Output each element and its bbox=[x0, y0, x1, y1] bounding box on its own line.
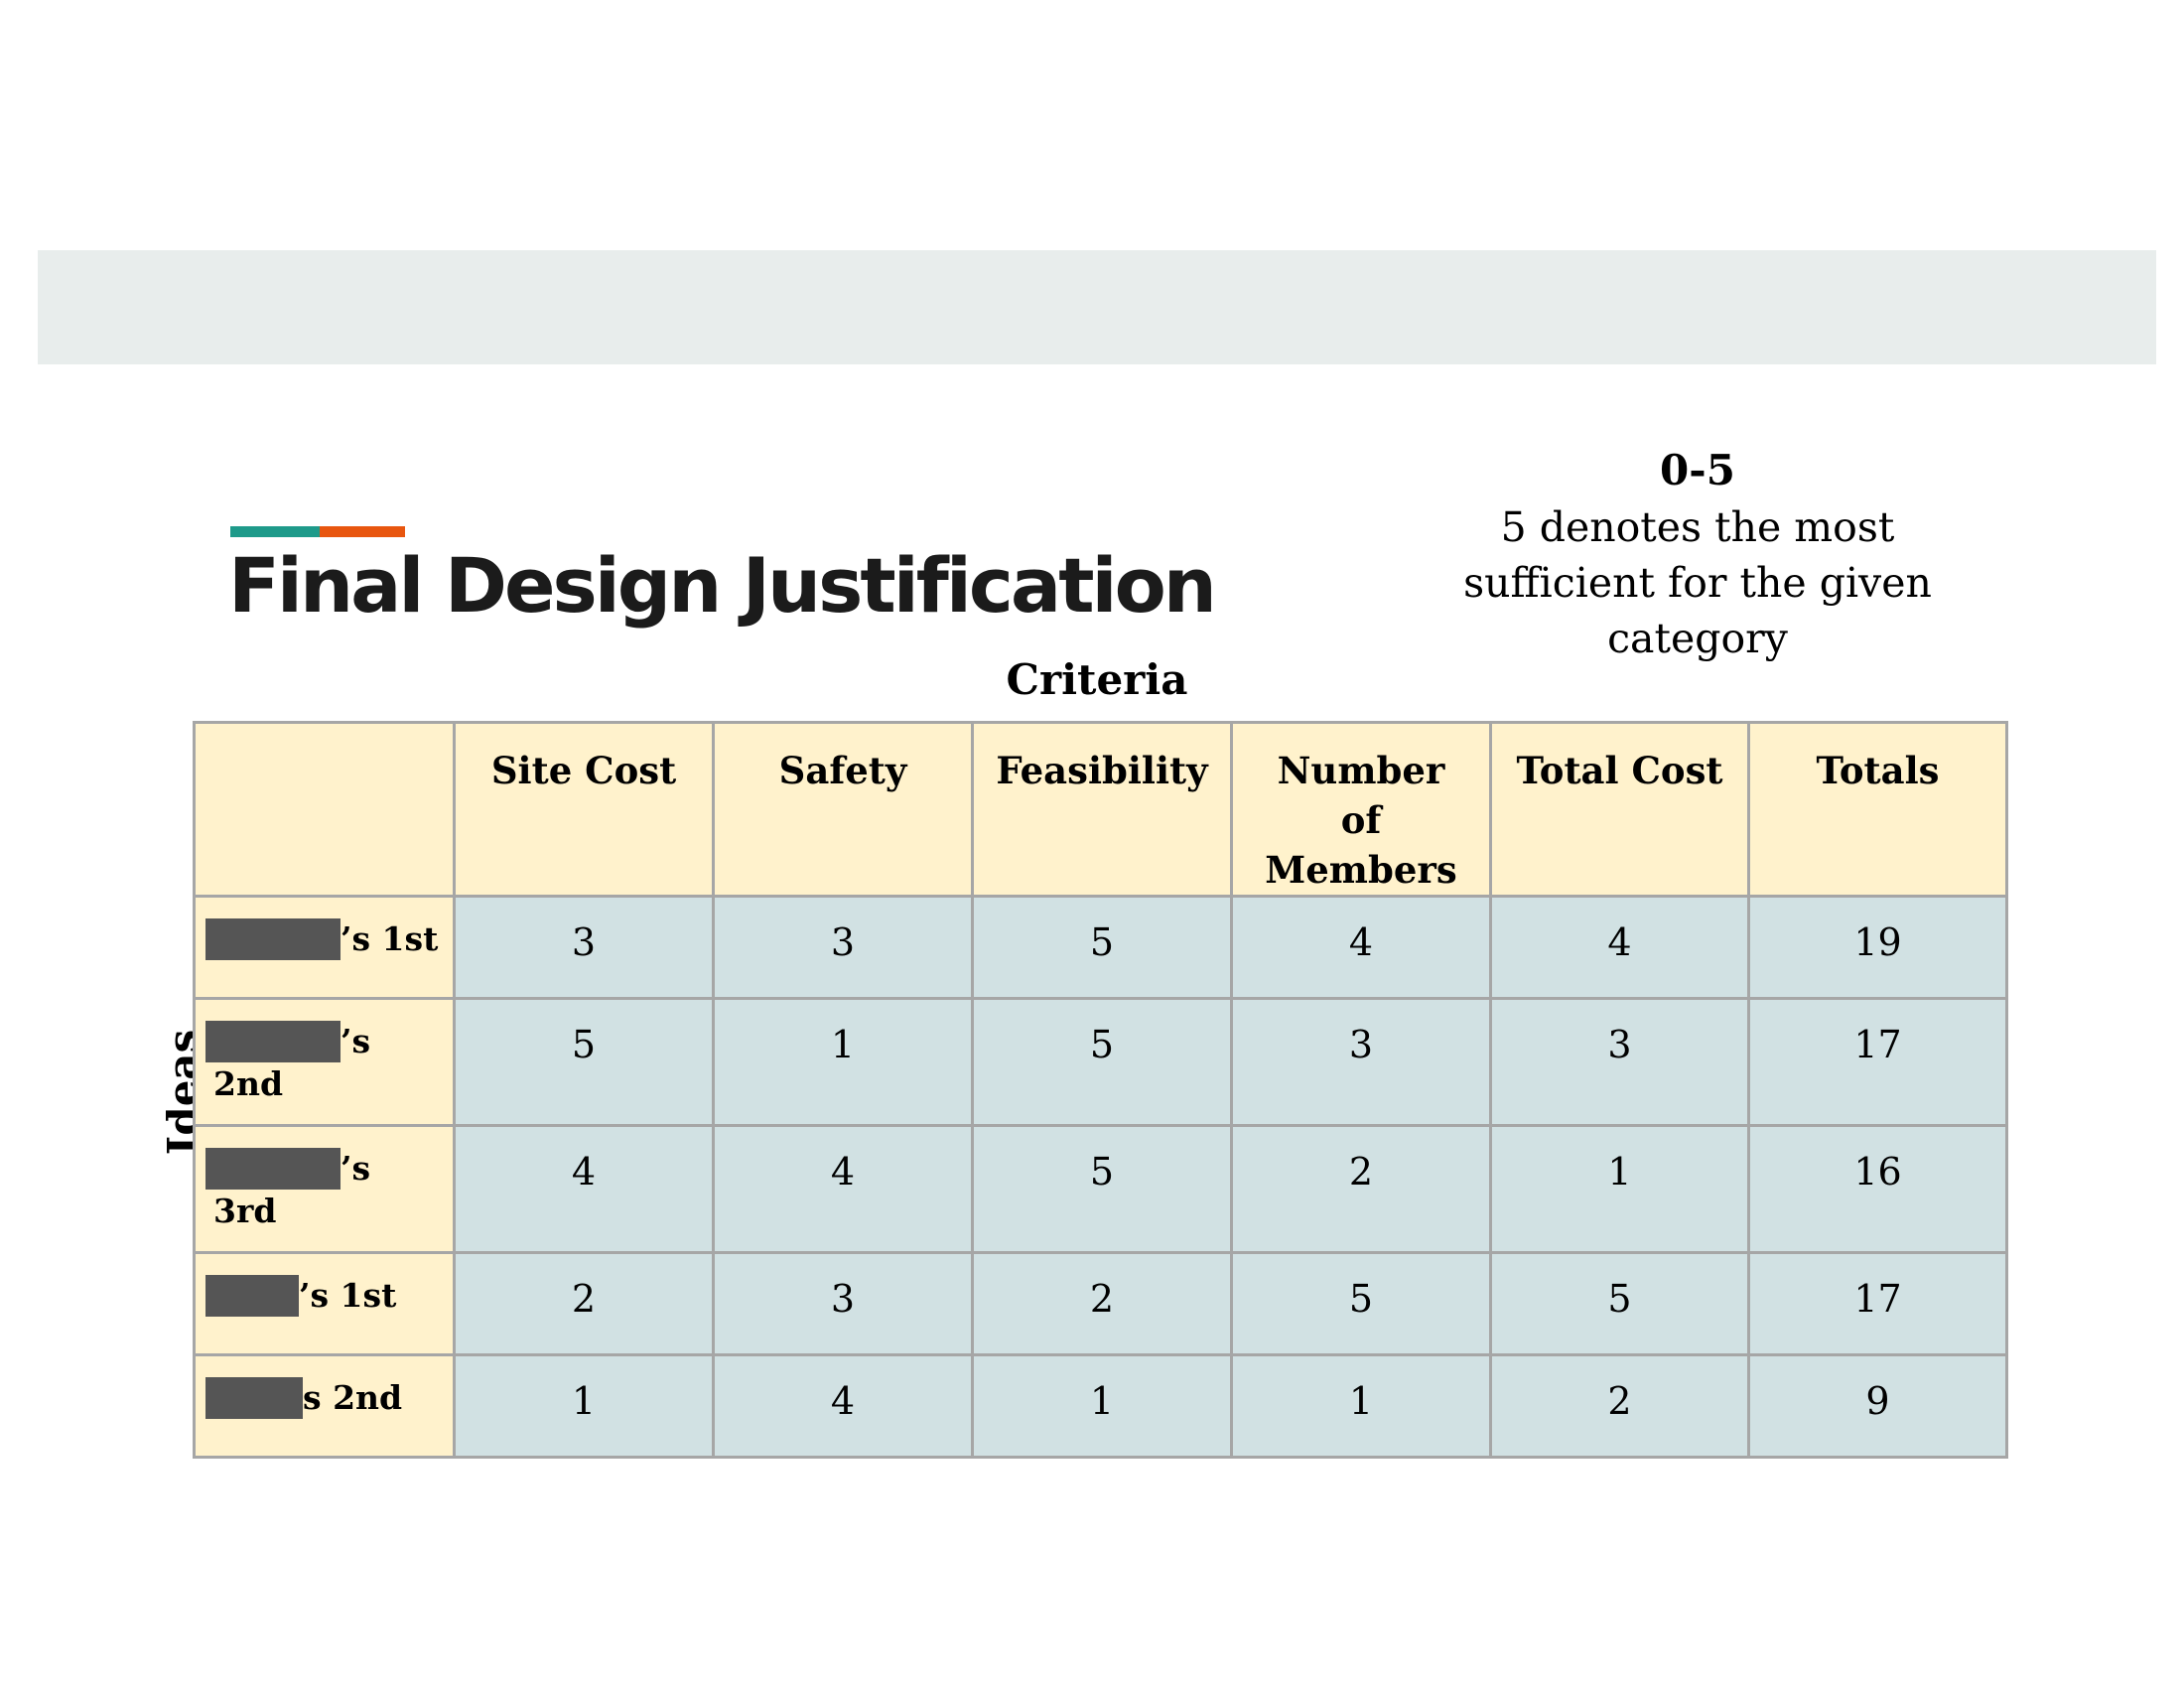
redaction-block bbox=[205, 1148, 341, 1190]
score-cell: 4 bbox=[453, 1124, 715, 1254]
score-cell: 1 bbox=[1489, 1124, 1750, 1254]
corner-cell bbox=[193, 721, 456, 898]
column-header-safety: Safety bbox=[712, 721, 974, 898]
idea-label-cell: ’s 3rd bbox=[193, 1124, 456, 1254]
scale-range: 0-5 bbox=[1660, 446, 1735, 494]
scale-note-line: 5 denotes the most bbox=[1500, 503, 1895, 551]
scale-note-line: category bbox=[1607, 615, 1788, 662]
idea-label-text: 2nd bbox=[213, 1064, 284, 1103]
idea-label-cell: ’s 2nd bbox=[193, 997, 456, 1127]
header-band bbox=[38, 250, 2156, 364]
idea-label-cell: ’s 1st bbox=[193, 895, 456, 1000]
score-cell: 4 bbox=[1489, 895, 1750, 1000]
score-cell: 5 bbox=[971, 997, 1233, 1127]
score-cell: 3 bbox=[1230, 997, 1492, 1127]
score-cell: 2 bbox=[453, 1251, 715, 1356]
column-header-total-cost: Total Cost bbox=[1489, 721, 1750, 898]
score-cell: 2 bbox=[971, 1251, 1233, 1356]
total-cell: 19 bbox=[1747, 895, 2008, 1000]
idea-label-text: ’s 1st bbox=[299, 1276, 397, 1315]
score-cell: 4 bbox=[1230, 895, 1492, 1000]
redaction-block bbox=[205, 1377, 303, 1419]
idea-label-cell: s 2nd bbox=[193, 1353, 456, 1459]
idea-label-text: 3rd bbox=[213, 1192, 277, 1230]
column-header-site-cost: Site Cost bbox=[453, 721, 715, 898]
idea-label-text: ’s 1st bbox=[341, 919, 439, 958]
total-cell: 16 bbox=[1747, 1124, 2008, 1254]
accent-bar-teal bbox=[230, 526, 320, 537]
score-cell: 2 bbox=[1489, 1353, 1750, 1459]
score-cell: 5 bbox=[971, 1124, 1233, 1254]
table-row: s 2nd 1 4 1 1 2 9 bbox=[193, 1353, 2008, 1459]
score-cell: 3 bbox=[712, 895, 974, 1000]
score-cell: 5 bbox=[1230, 1251, 1492, 1356]
score-cell: 5 bbox=[971, 895, 1233, 1000]
total-cell: 9 bbox=[1747, 1353, 2008, 1459]
score-cell: 3 bbox=[712, 1251, 974, 1356]
idea-label-text: ’s bbox=[341, 1022, 371, 1060]
score-cell: 2 bbox=[1230, 1124, 1492, 1254]
redaction-block bbox=[205, 1021, 341, 1062]
score-cell: 4 bbox=[712, 1124, 974, 1254]
table-row: ’s 3rd 4 4 5 2 1 16 bbox=[193, 1124, 2008, 1254]
scale-note-line: sufficient for the given bbox=[1463, 559, 1932, 607]
total-cell: 17 bbox=[1747, 997, 2008, 1127]
accent-bar-orange bbox=[320, 526, 405, 537]
total-cell: 17 bbox=[1747, 1251, 2008, 1356]
score-cell: 1 bbox=[971, 1353, 1233, 1459]
table-row: ’s 1st 2 3 2 5 5 17 bbox=[193, 1251, 2008, 1356]
score-cell: 1 bbox=[1230, 1353, 1492, 1459]
table-row: ’s 2nd 5 1 5 3 3 17 bbox=[193, 997, 2008, 1127]
column-header-number-of-members: Number of Members bbox=[1230, 721, 1492, 898]
idea-label-text: s 2nd bbox=[303, 1378, 403, 1417]
score-cell: 4 bbox=[712, 1353, 974, 1459]
scale-legend: 0-5 5 denotes the most sufficient for th… bbox=[1449, 442, 1946, 666]
header-row: Site Cost Safety Feasibility Number of M… bbox=[193, 721, 2008, 898]
decision-matrix: Site Cost Safety Feasibility Number of M… bbox=[193, 721, 2008, 1459]
slide-title: Final Design Justification bbox=[228, 541, 1217, 630]
idea-label-cell: ’s 1st bbox=[193, 1251, 456, 1356]
criteria-axis-label: Criteria bbox=[1006, 655, 1188, 704]
column-header-totals: Totals bbox=[1747, 721, 2008, 898]
idea-label-text: ’s bbox=[341, 1149, 371, 1188]
score-cell: 5 bbox=[1489, 1251, 1750, 1356]
redaction-block bbox=[205, 1275, 299, 1317]
table-row: ’s 1st 3 3 5 4 4 19 bbox=[193, 895, 2008, 1000]
score-cell: 5 bbox=[453, 997, 715, 1127]
column-header-feasibility: Feasibility bbox=[971, 721, 1233, 898]
score-cell: 3 bbox=[453, 895, 715, 1000]
score-cell: 1 bbox=[453, 1353, 715, 1459]
redaction-block bbox=[205, 918, 341, 960]
score-cell: 1 bbox=[712, 997, 974, 1127]
score-cell: 3 bbox=[1489, 997, 1750, 1127]
